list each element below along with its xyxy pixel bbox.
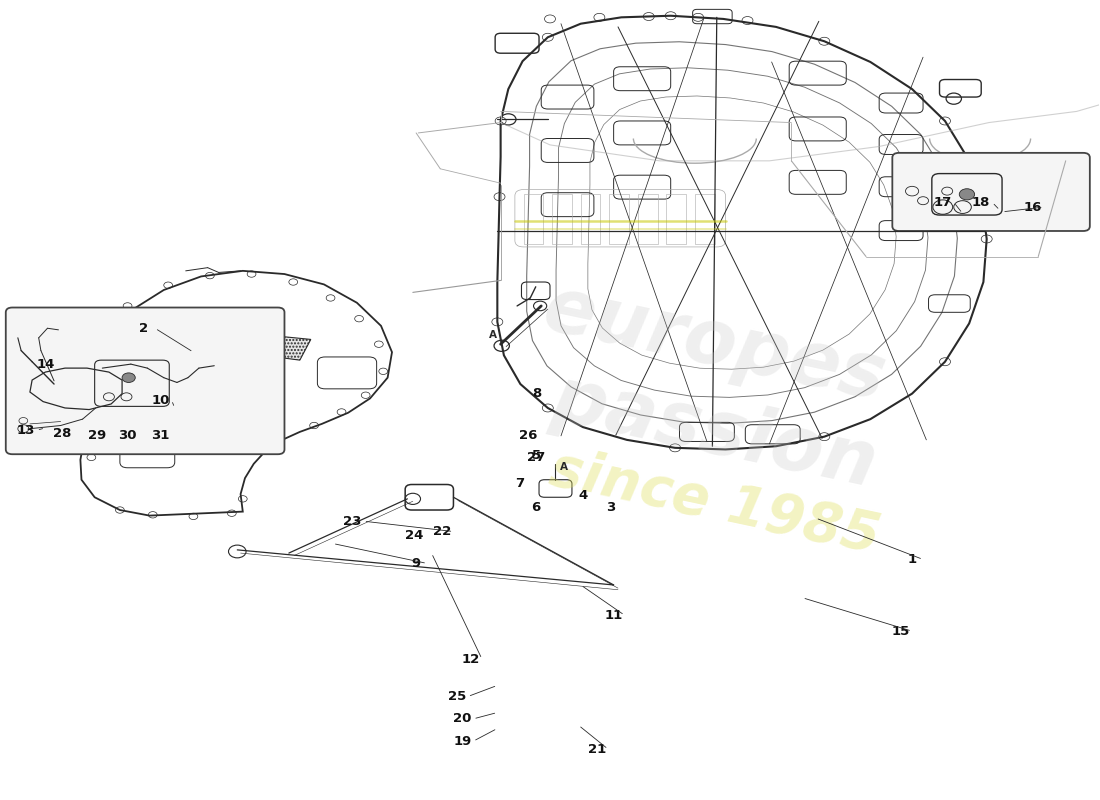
Text: 1: 1 (908, 553, 916, 566)
Circle shape (959, 189, 975, 200)
Bar (609, 194, 629, 244)
Text: A: A (560, 462, 569, 472)
Polygon shape (252, 334, 311, 360)
Text: 17: 17 (934, 196, 952, 209)
Text: 4: 4 (579, 489, 587, 502)
Text: 19: 19 (453, 734, 471, 748)
Text: 22: 22 (433, 525, 452, 538)
Text: 20: 20 (453, 712, 472, 726)
Text: 8: 8 (532, 387, 541, 400)
Text: 13: 13 (16, 424, 35, 437)
Text: A: A (488, 330, 497, 340)
Text: 3: 3 (606, 501, 615, 514)
Text: 31: 31 (152, 430, 169, 442)
Text: 9: 9 (411, 557, 420, 570)
Text: 23: 23 (343, 514, 362, 528)
Bar (581, 194, 601, 244)
Text: 7: 7 (515, 478, 524, 490)
Text: 28: 28 (53, 427, 70, 440)
Text: 2: 2 (140, 322, 148, 334)
Text: 5: 5 (532, 450, 541, 462)
Circle shape (122, 373, 135, 382)
Bar (667, 194, 686, 244)
Text: 15: 15 (892, 625, 910, 638)
Text: 21: 21 (588, 742, 606, 756)
Text: 27: 27 (527, 451, 544, 464)
Bar (695, 194, 715, 244)
Bar (524, 194, 543, 244)
Text: 30: 30 (119, 430, 136, 442)
FancyBboxPatch shape (6, 307, 285, 454)
Text: 14: 14 (36, 358, 55, 370)
Text: 18: 18 (972, 196, 990, 209)
Text: 12: 12 (462, 653, 480, 666)
Text: europes: europes (537, 272, 892, 417)
Text: 25: 25 (448, 690, 466, 703)
Text: 26: 26 (519, 430, 537, 442)
Text: 11: 11 (605, 609, 623, 622)
FancyBboxPatch shape (892, 153, 1090, 231)
Text: 29: 29 (88, 430, 106, 442)
Text: passion: passion (546, 362, 883, 502)
Bar (638, 194, 658, 244)
Text: 16: 16 (1024, 201, 1042, 214)
Bar (552, 194, 572, 244)
Text: 10: 10 (152, 394, 169, 406)
Text: 6: 6 (531, 501, 540, 514)
Text: 24: 24 (405, 529, 424, 542)
Text: since 1985: since 1985 (544, 442, 884, 565)
